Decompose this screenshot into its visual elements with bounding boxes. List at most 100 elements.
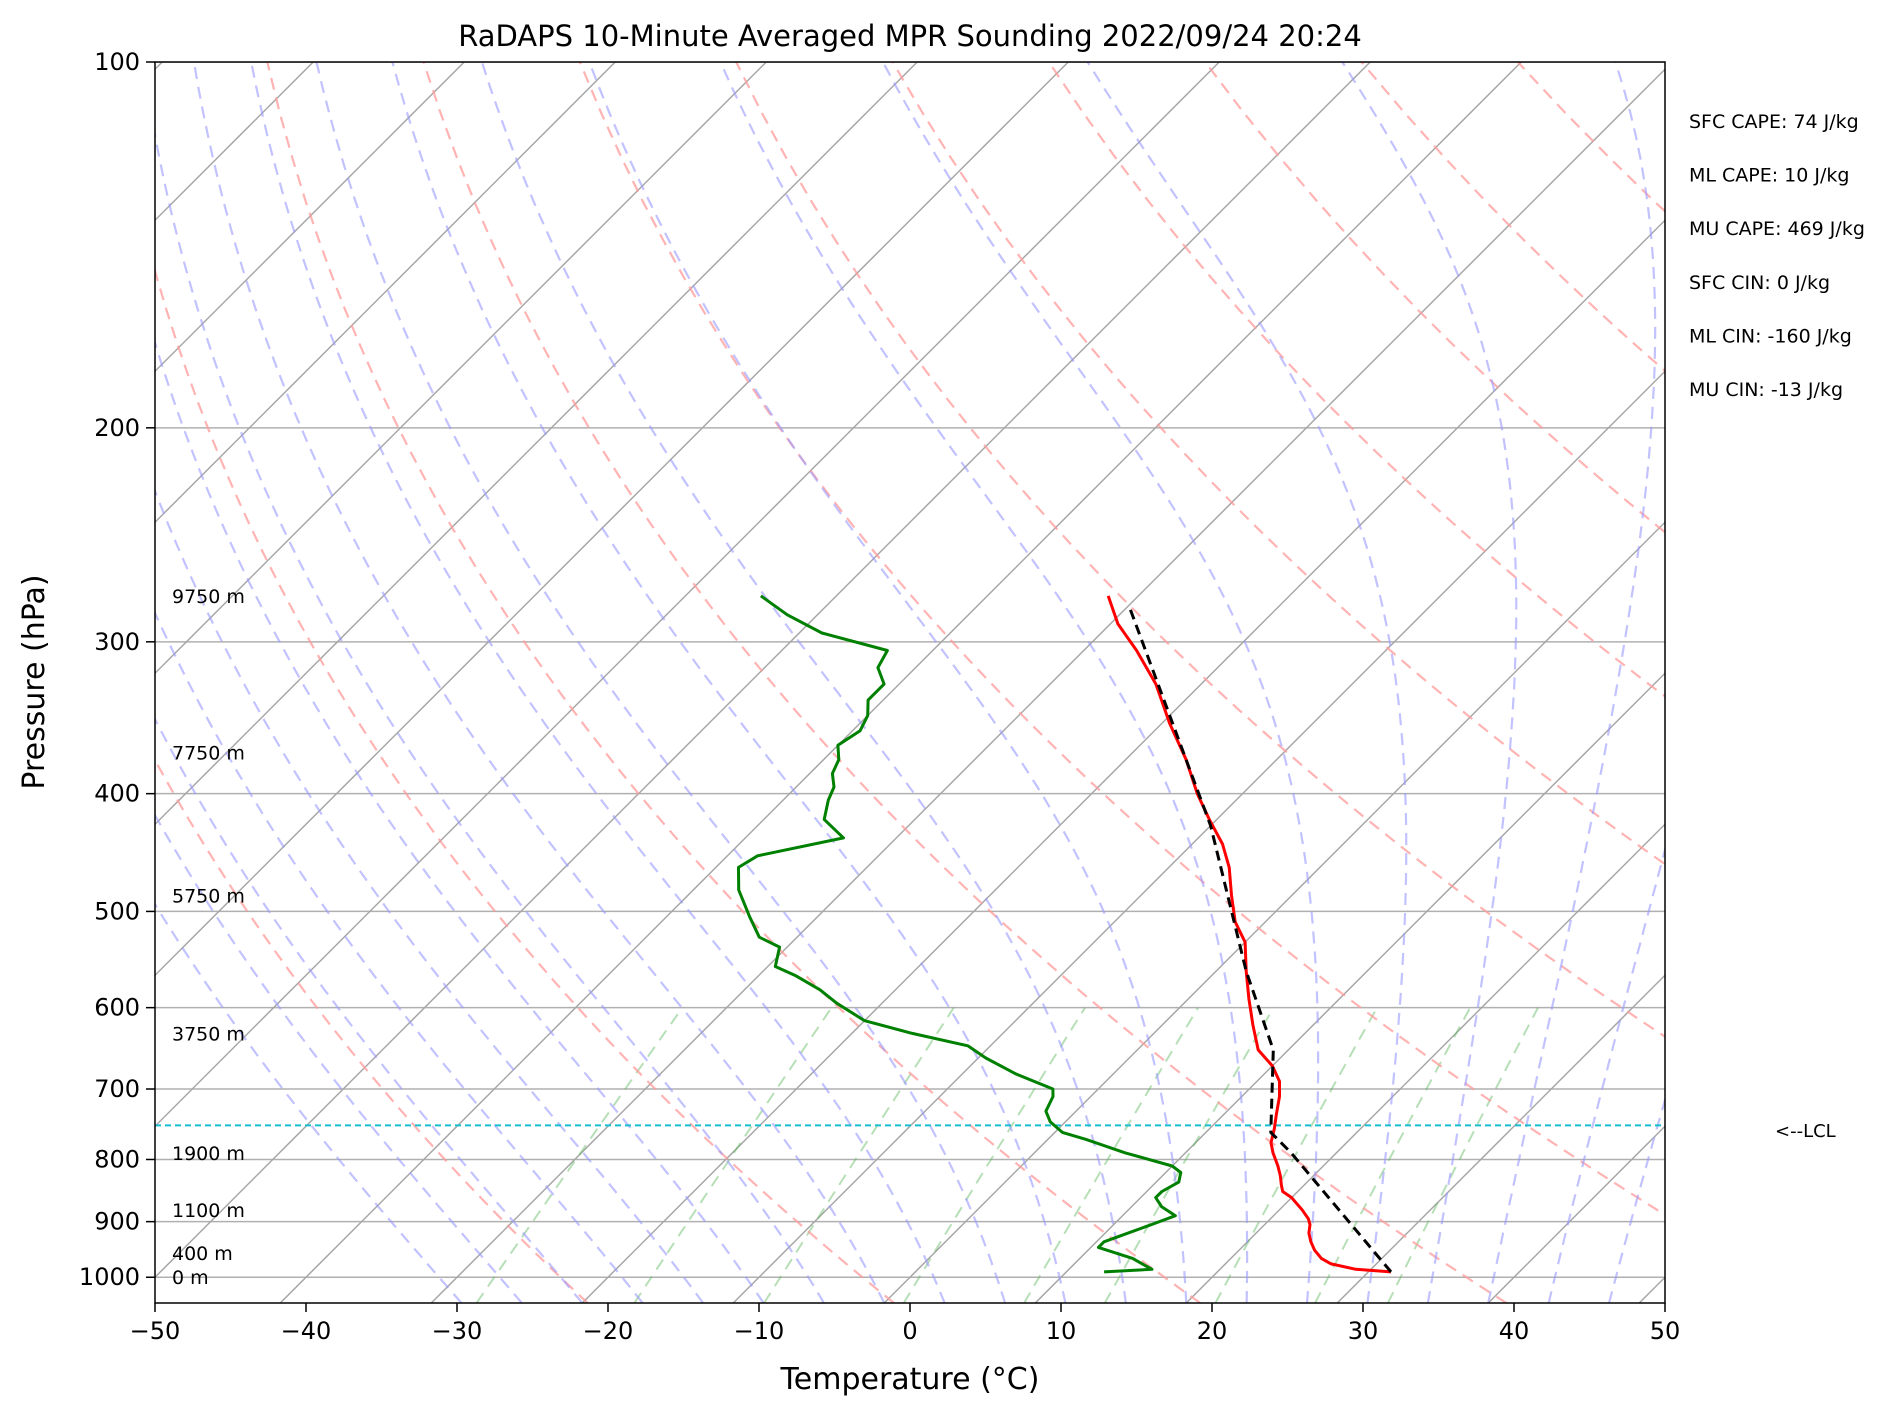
y-tick-label: 900 xyxy=(94,1208,140,1236)
dry-adiabat-line xyxy=(1204,62,1665,534)
height-label: 7750 m xyxy=(172,743,245,765)
dewpoint-profile-line xyxy=(737,594,1183,1274)
moist-adiabat-line xyxy=(1547,845,1665,1303)
x-tick-label: −40 xyxy=(281,1317,332,1345)
mixing-ratio-line xyxy=(1103,1007,1275,1303)
isotherm-line xyxy=(0,62,11,1303)
mixing-ratio-line xyxy=(1214,1007,1378,1303)
isotherm-line xyxy=(155,62,1371,1279)
height-label: 1900 m xyxy=(172,1143,245,1165)
x-tick-label: 50 xyxy=(1650,1317,1681,1345)
moist-adiabat-line xyxy=(155,813,523,1303)
height-label: 5750 m xyxy=(172,885,245,907)
moist-adiabat-line xyxy=(719,62,1249,1303)
temperature-profile-line xyxy=(1106,595,1392,1274)
x-tick-label: −30 xyxy=(432,1317,483,1345)
moist-adiabat-line xyxy=(1487,62,1657,1303)
moist-adiabat-line xyxy=(155,487,704,1303)
dry-adiabat-line xyxy=(155,266,895,1303)
isotherm-line xyxy=(155,62,616,524)
stat-text: ML CIN: -160 J/kg xyxy=(1689,325,1852,347)
moist-adiabat-line xyxy=(1607,1096,1665,1303)
isotherm-line xyxy=(1034,672,1665,1303)
x-tick-label: 30 xyxy=(1348,1317,1379,1345)
stat-text: ML CAPE: 10 J/kg xyxy=(1689,165,1849,187)
lcl-label: <--LCL xyxy=(1775,1121,1836,1142)
y-tick-label: 500 xyxy=(94,897,140,925)
x-tick-label: 20 xyxy=(1197,1317,1228,1345)
isotherm-line xyxy=(155,62,767,675)
moist-adiabat-line xyxy=(588,62,1188,1303)
isotherm-line xyxy=(1336,974,1665,1303)
isotherm-line xyxy=(155,62,1220,1128)
moist-adiabat-line xyxy=(1086,62,1408,1303)
moist-adiabat-line xyxy=(155,902,463,1303)
y-tick-label: 100 xyxy=(94,48,140,76)
stat-text: MU CAPE: 469 J/kg xyxy=(1689,218,1865,240)
stat-text: SFC CAPE: 74 J/kg xyxy=(1689,111,1859,133)
y-tick-label: 200 xyxy=(94,414,140,442)
mixing-ratio-line xyxy=(633,1007,833,1303)
x-tick-label: 40 xyxy=(1499,1317,1530,1345)
x-tick-label: −10 xyxy=(734,1317,785,1345)
stat-text: SFC CIN: 0 J/kg xyxy=(1689,272,1830,294)
height-label: 1100 m xyxy=(172,1200,245,1222)
dry-adiabat-line xyxy=(578,62,1665,1217)
y-tick-label: 400 xyxy=(94,780,140,808)
mixing-ratio-line xyxy=(475,1007,684,1303)
isotherm-line xyxy=(1185,823,1665,1303)
plot-area xyxy=(0,62,1903,1303)
isotherm-line xyxy=(155,62,1069,977)
dry-adiabat-line xyxy=(155,757,589,1303)
height-label: 9750 m xyxy=(172,586,245,608)
dry-adiabat-line xyxy=(891,62,1665,866)
isotherm-line xyxy=(1638,1276,1665,1303)
y-axis-label: Pressure (hPa) xyxy=(17,574,52,789)
y-tick-label: 700 xyxy=(94,1075,140,1103)
x-tick-label: 0 xyxy=(902,1317,917,1345)
mixing-ratio-line xyxy=(763,1007,955,1303)
isotherm-line xyxy=(883,521,1665,1303)
plot-frame xyxy=(154,61,1666,1304)
moist-adiabat-line xyxy=(155,610,644,1303)
x-tick-label: 10 xyxy=(1046,1317,1077,1345)
height-label: 400 m xyxy=(172,1243,233,1265)
x-axis-label: Temperature (°C) xyxy=(780,1362,1040,1397)
isotherm-line xyxy=(1487,1125,1665,1303)
parcel-profile-line xyxy=(1127,604,1393,1273)
isotherm-line xyxy=(155,62,918,826)
dry-adiabat-line xyxy=(1360,62,1665,373)
moist-adiabat-line xyxy=(155,128,825,1303)
dry-adiabat-line xyxy=(735,62,1665,1038)
stat-text: MU CIN: -13 J/kg xyxy=(1689,379,1843,401)
mixing-ratio-line xyxy=(902,1007,1086,1303)
dry-adiabat-line xyxy=(1516,62,1665,213)
dry-adiabat-line xyxy=(1674,62,1903,1303)
chart-title: RaDAPS 10-Minute Averaged MPR Sounding 2… xyxy=(458,19,1362,53)
dry-adiabat-line xyxy=(1831,62,1903,1303)
moist-adiabat-line xyxy=(315,62,1007,1303)
mixing-ratio-line xyxy=(1387,1007,1539,1303)
y-tick-label: 600 xyxy=(94,994,140,1022)
isotherm-line xyxy=(430,68,1665,1303)
isotherm-line xyxy=(279,62,1522,1303)
moist-adiabat-line xyxy=(155,716,584,1303)
isotherm-line xyxy=(155,62,465,373)
x-tick-label: −50 xyxy=(130,1317,181,1345)
isotherm-line xyxy=(581,219,1665,1303)
isotherm-line xyxy=(732,370,1665,1303)
dry-adiabat-line xyxy=(1047,62,1665,698)
height-label: 0 m xyxy=(172,1267,209,1289)
moist-adiabat-line xyxy=(1341,62,1518,1303)
moist-adiabat-line xyxy=(881,62,1320,1303)
moist-adiabat-line xyxy=(155,338,765,1303)
moist-adiabat-line xyxy=(480,62,1127,1303)
moist-adiabat-line xyxy=(391,62,1067,1303)
dry-adiabat-line xyxy=(266,62,1201,1303)
x-tick-label: −20 xyxy=(583,1317,634,1345)
height-label: 3750 m xyxy=(172,1023,245,1045)
y-tick-label: 1000 xyxy=(79,1263,140,1291)
moist-adiabat-line xyxy=(192,62,886,1303)
mixing-ratio-line xyxy=(1023,1007,1199,1303)
